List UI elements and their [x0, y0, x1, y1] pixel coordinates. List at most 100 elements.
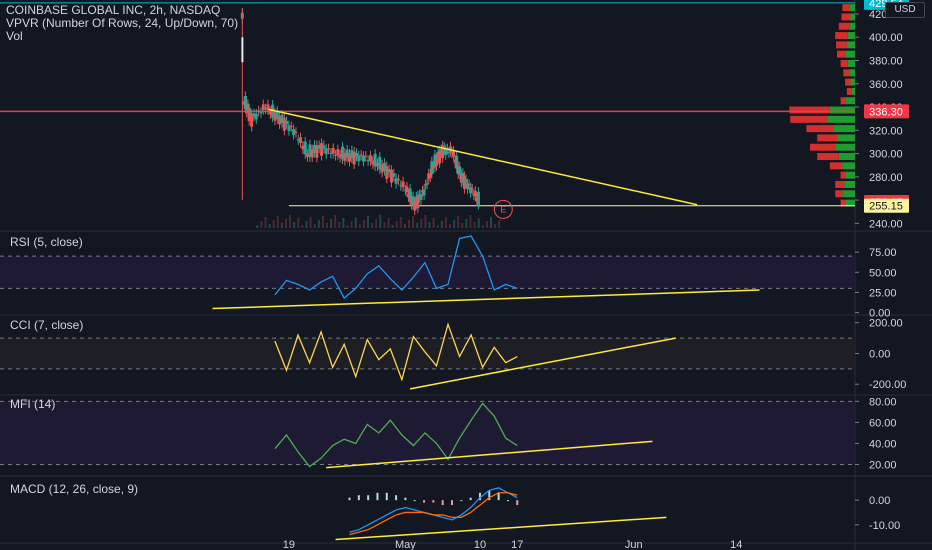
cci-line [274, 322, 518, 382]
candle-body [422, 189, 426, 196]
earnings-marker-label: E [500, 204, 506, 214]
candle-body [254, 113, 258, 120]
vp-down-bar [806, 125, 834, 133]
mfi-title: MFI (14) [10, 397, 56, 411]
candle-body [394, 177, 398, 184]
candle-body [334, 154, 338, 156]
candle-body [455, 155, 459, 169]
y-tick-label: 280.00 [869, 172, 903, 184]
rsi-line [274, 235, 518, 300]
y-tick-label: 400.00 [869, 32, 903, 44]
volume-bar [313, 224, 316, 228]
volume-bar [395, 221, 398, 228]
candle-body [410, 196, 414, 206]
candle-body [430, 161, 434, 175]
vp-up-bar [851, 87, 855, 95]
candle-body [250, 114, 254, 127]
macd-histogram-bar [376, 492, 379, 501]
vp-down-bar [836, 41, 847, 49]
currency-button[interactable]: USD [885, 2, 925, 18]
macd-histogram-bar [469, 497, 472, 501]
candle-body [416, 195, 420, 209]
vp-down-bar [829, 162, 843, 170]
candle-body [282, 117, 286, 131]
volume-bar [485, 221, 488, 228]
volume-bar [490, 217, 492, 228]
price-label-tag [864, 198, 909, 213]
volume-bar [473, 222, 476, 228]
volume-bar [379, 215, 382, 228]
candle-body [444, 149, 448, 156]
candle-body [427, 173, 431, 180]
candle-body [324, 148, 328, 155]
candle-body [424, 184, 428, 186]
y-tick-label: 40.00 [869, 438, 897, 450]
volume-bar [449, 224, 451, 228]
y-tick-label: 0.00 [869, 495, 890, 507]
candle-body [396, 179, 400, 181]
volume-bar [412, 216, 415, 228]
vp-down-bar [840, 97, 846, 105]
macd-histogram-bar [413, 500, 416, 502]
volume-bar [416, 223, 419, 228]
candle-body [294, 131, 298, 133]
candle-body [382, 162, 386, 171]
candle-body [450, 152, 454, 154]
candle-body [428, 173, 432, 178]
candle-body [441, 145, 445, 159]
candle-body [462, 176, 466, 189]
candle-body [357, 155, 361, 162]
macd-histogram-bar [385, 492, 388, 501]
volume-bar [309, 217, 312, 228]
volume-bar [371, 223, 374, 228]
y-tick-label: 0.00 [869, 308, 890, 320]
vp-down-bar [790, 115, 828, 123]
candle-body [310, 149, 314, 158]
symbol-title: COINBASE GLOBAL INC, 2h, NASDAQ [6, 3, 221, 17]
candle-body [315, 145, 319, 158]
candle-body [329, 152, 333, 154]
candle-body [387, 169, 391, 173]
candle-body [243, 95, 247, 109]
candle-body [433, 154, 437, 168]
y-tick-label: 200.00 [869, 318, 903, 330]
vp-down-bar [789, 106, 830, 114]
candle-body [392, 173, 396, 177]
candle-body [452, 150, 456, 157]
candle-body [380, 164, 384, 173]
volume-bar [399, 217, 402, 228]
y-tick-label: 0.00 [869, 348, 890, 360]
candle-body [327, 148, 331, 150]
volume-bar [403, 224, 406, 228]
candle-body [287, 125, 291, 132]
price-label: 255.15 [869, 201, 903, 213]
vp-down-bar [840, 59, 848, 67]
vp-down-bar [837, 50, 846, 58]
candle-body [273, 112, 277, 121]
volume-bar [354, 217, 357, 228]
volume-bar [268, 224, 271, 228]
chart-legend: COINBASE GLOBAL INC, 2h, NASDAQ VPVR (Nu… [6, 4, 238, 43]
volume-bar [461, 223, 464, 228]
candle-body [467, 184, 471, 186]
candle-body [425, 183, 429, 185]
vp-up-bar [844, 180, 855, 188]
candle-body [371, 160, 375, 165]
macd-histogram-bar [404, 497, 407, 501]
candle-body [345, 149, 349, 158]
vp-up-bar [850, 78, 855, 86]
candle-body [464, 179, 468, 183]
volume-bar [367, 216, 369, 228]
volume-bar [297, 218, 300, 228]
candle-body [419, 194, 423, 201]
candle-body [322, 145, 326, 149]
volume-bar [330, 219, 333, 228]
candle-body [461, 172, 465, 182]
candle-body [413, 202, 417, 211]
volume-bar [285, 219, 287, 228]
price-label-tag [864, 104, 909, 119]
candle-body [436, 151, 440, 160]
vp-down-bar [843, 69, 850, 77]
y-tick-label: 360.00 [869, 79, 903, 91]
